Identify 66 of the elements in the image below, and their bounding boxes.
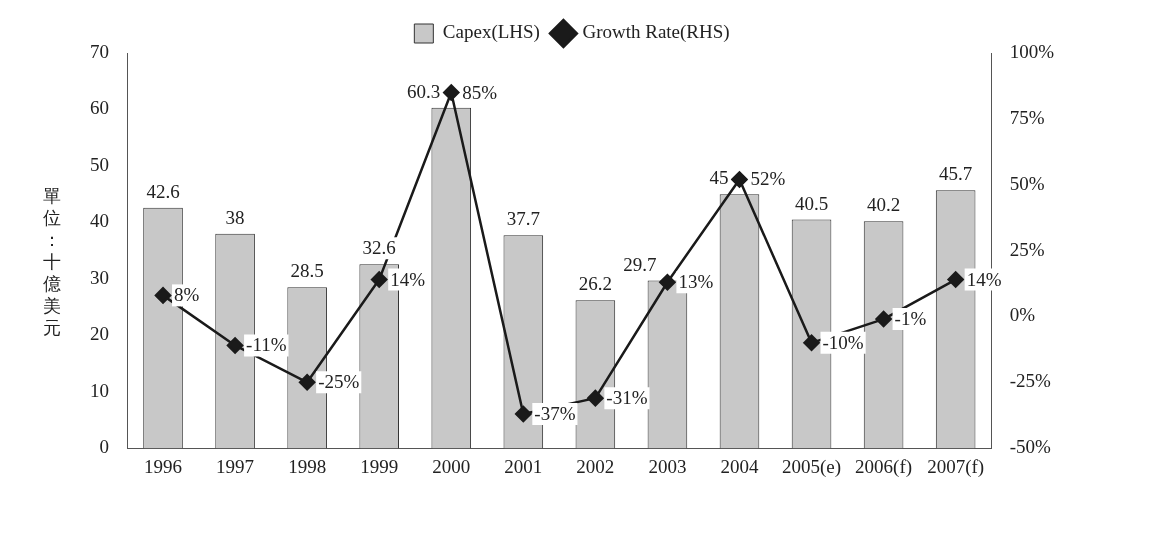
x-tick-label: 2003	[648, 455, 687, 477]
data-label: 40.5	[794, 192, 829, 214]
data-label: 28.5	[290, 260, 324, 282]
y2-tick-label: -50%	[1009, 436, 1051, 458]
y-tick-label: 0	[99, 436, 109, 458]
data-label: 42.6	[146, 180, 180, 202]
x-tick-label: 2001	[504, 455, 543, 477]
legend-label: Growth Rate(RHS)	[582, 21, 730, 44]
x-tick-label: 2002	[576, 455, 615, 477]
x-tick-label: 1996	[144, 455, 183, 477]
x-tick-label: 1999	[360, 455, 399, 477]
y2-tick-label: 100%	[1009, 40, 1055, 62]
point	[947, 271, 964, 288]
y2-tick-label: -25%	[1009, 370, 1051, 392]
y2-tick-label: 0%	[1009, 304, 1036, 326]
y-tick-label: 40	[90, 210, 109, 232]
data-label: 14%	[966, 268, 1002, 290]
data-label: 37.7	[506, 208, 540, 230]
data-label: -10%	[822, 331, 864, 353]
data-label: -31%	[606, 387, 648, 409]
point	[875, 310, 892, 328]
point	[515, 405, 532, 423]
point	[587, 389, 604, 407]
data-label: 38	[225, 206, 245, 228]
data-label: 52%	[750, 168, 786, 190]
x-tick-label: 2007(f)	[927, 455, 985, 478]
x-tick-label: 2006(f)	[855, 455, 913, 478]
data-label: -37%	[534, 402, 576, 424]
point	[154, 287, 172, 304]
point	[659, 273, 676, 291]
point	[803, 334, 820, 352]
data-label: 32.6	[362, 237, 396, 259]
x-tick-label: 1998	[288, 455, 327, 477]
data-label: -1%	[894, 308, 927, 330]
x-tick-label: 2005(e)	[781, 455, 842, 478]
data-label: 26.2	[578, 273, 612, 295]
y-tick-label: 20	[90, 323, 109, 345]
data-label: 45.7	[939, 163, 973, 185]
data-label: -11%	[246, 334, 287, 356]
x-tick-label: 2000	[432, 455, 471, 477]
point	[298, 374, 316, 391]
data-label: 13%	[678, 271, 714, 293]
data-label: 8%	[174, 284, 200, 306]
data-label: 29.7	[623, 253, 657, 275]
y-axis-title: 單位：十億美元	[42, 185, 62, 339]
data-label: 60.3	[407, 80, 441, 102]
y-tick-label: 10	[90, 379, 109, 401]
y-tick-label: 30	[90, 266, 109, 288]
data-label: 40.2	[866, 194, 901, 216]
point	[731, 171, 748, 188]
data-label: 85%	[462, 81, 498, 103]
point	[370, 271, 388, 288]
y-tick-label: 70	[90, 40, 109, 62]
y2-tick-label: 25%	[1009, 238, 1045, 260]
data-label: 45	[709, 167, 729, 189]
y-tick-label: 60	[90, 97, 109, 119]
point	[443, 84, 460, 101]
y2-tick-label: 75%	[1009, 106, 1045, 128]
data-label: -25%	[318, 371, 360, 393]
legend-label: Capex(LHS)	[442, 21, 540, 44]
point	[226, 337, 244, 354]
y-tick-label: 50	[90, 153, 109, 175]
x-tick-label: 1997	[216, 455, 255, 477]
x-tick-label: 2004	[720, 455, 759, 477]
y2-tick-label: 50%	[1009, 172, 1045, 194]
data-label: 14%	[390, 268, 426, 290]
